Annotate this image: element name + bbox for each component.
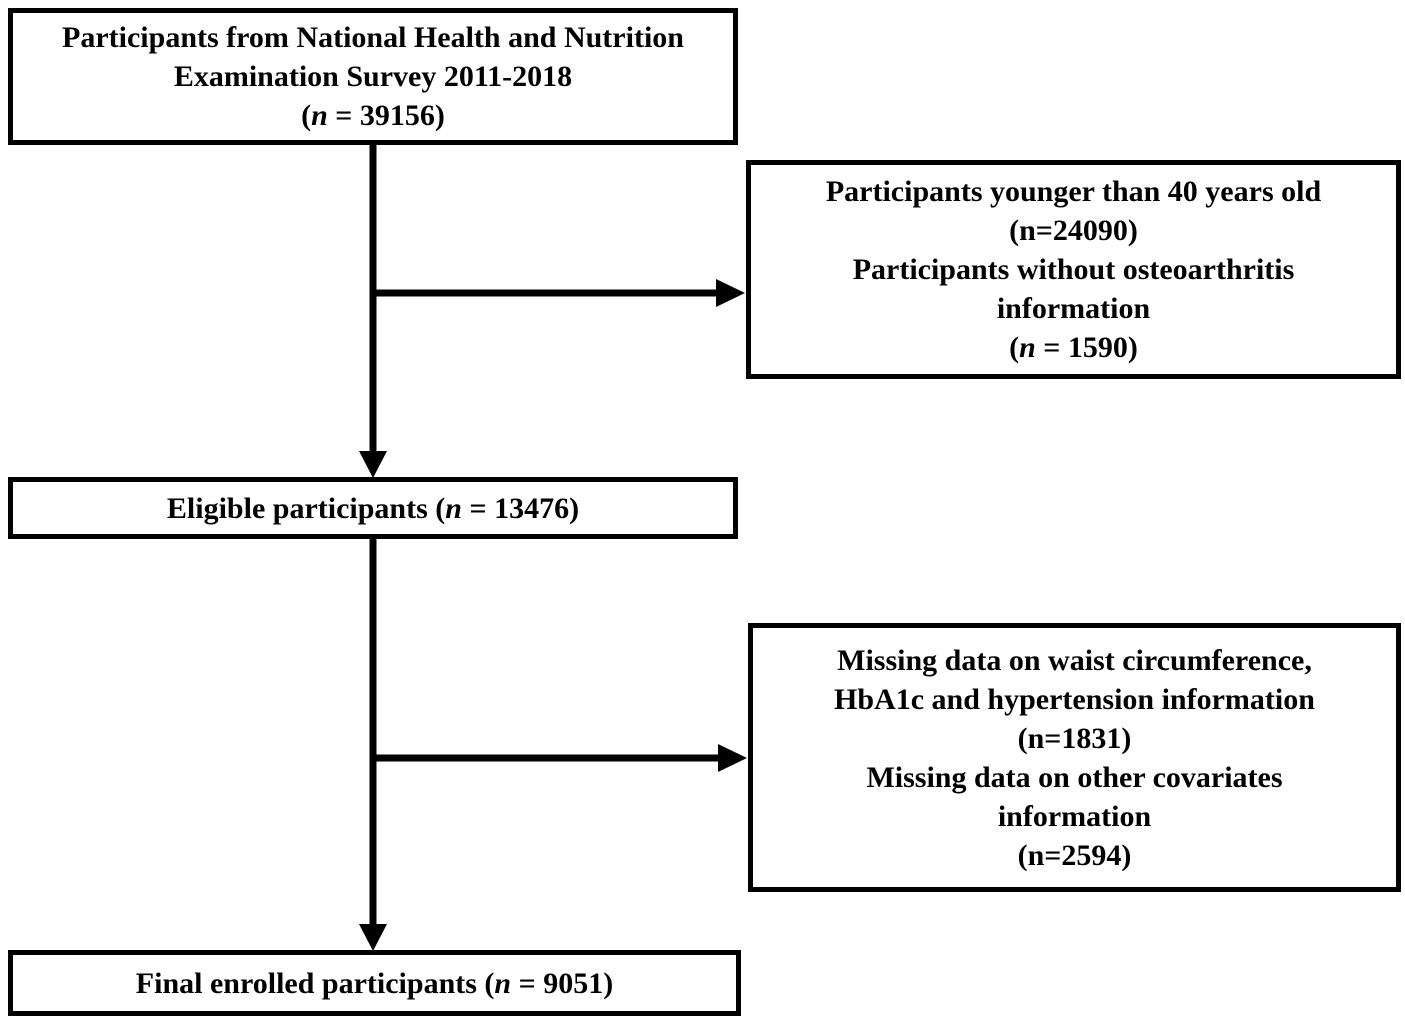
exclusion-box-1: Participants younger than 40 years old (… xyxy=(746,160,1401,379)
count-suffix: = 1590) xyxy=(1035,331,1138,364)
exclusion2-count-1: (n=1831) xyxy=(1017,721,1132,755)
final-text: Final enrolled participants ( xyxy=(135,966,495,1000)
exclusion2-line-1: Missing data on waist circumference, xyxy=(837,643,1312,677)
eligible-line: Eligible participants (n = 13476) xyxy=(13,489,733,528)
exclusion1-line-1: Participants younger than 40 years old xyxy=(825,175,1322,208)
final-line: Final enrolled participants (n = 9051) xyxy=(13,964,736,1003)
source-count-line: (n = 39156) xyxy=(13,96,733,135)
exclusion2-line-4: Missing data on other covariates xyxy=(866,760,1283,794)
arrowhead-right-exclusion1-icon xyxy=(716,279,745,307)
exclusion1-count-2: (n = 1590) xyxy=(751,328,1396,367)
count-n-symbol: n xyxy=(311,99,328,132)
count-n-symbol: n xyxy=(1019,331,1036,364)
exclusion1-count-1: (n=24090) xyxy=(1009,214,1138,247)
exclusion2-count-2: (n=2594) xyxy=(1017,838,1132,872)
eligible-text: Eligible participants ( xyxy=(166,491,446,525)
source-population-box: Participants from National Health and Nu… xyxy=(8,8,738,145)
exclusion2-line-5: information xyxy=(997,799,1152,833)
count-prefix: ( xyxy=(1009,331,1020,364)
source-line-1: Participants from National Health and Nu… xyxy=(62,21,684,54)
count-prefix: ( xyxy=(301,99,312,132)
count-n-symbol: n xyxy=(494,966,512,1000)
exclusion2-line-2: HbA1c and hypertension information xyxy=(834,682,1315,716)
count-suffix: = 9051) xyxy=(511,966,614,1000)
arrowhead-down-eligible-icon xyxy=(359,451,387,478)
exclusion1-line-3: Participants without osteoarthritis xyxy=(852,253,1295,286)
count-n-symbol: n xyxy=(445,491,462,525)
source-line-2: Examination Survey 2011-2018 xyxy=(173,60,573,93)
count-suffix: = 13476) xyxy=(461,491,580,525)
exclusion1-line-4: information xyxy=(996,292,1151,325)
final-enrolled-box: Final enrolled participants (n = 9051) xyxy=(8,950,741,1016)
exclusion-box-2: Missing data on waist circumference, HbA… xyxy=(748,623,1401,892)
arrowhead-down-final-icon xyxy=(359,924,387,951)
count-suffix: = 39156) xyxy=(327,99,445,132)
eligible-participants-box: Eligible participants (n = 13476) xyxy=(8,477,738,539)
arrowhead-right-exclusion2-icon xyxy=(718,744,747,772)
